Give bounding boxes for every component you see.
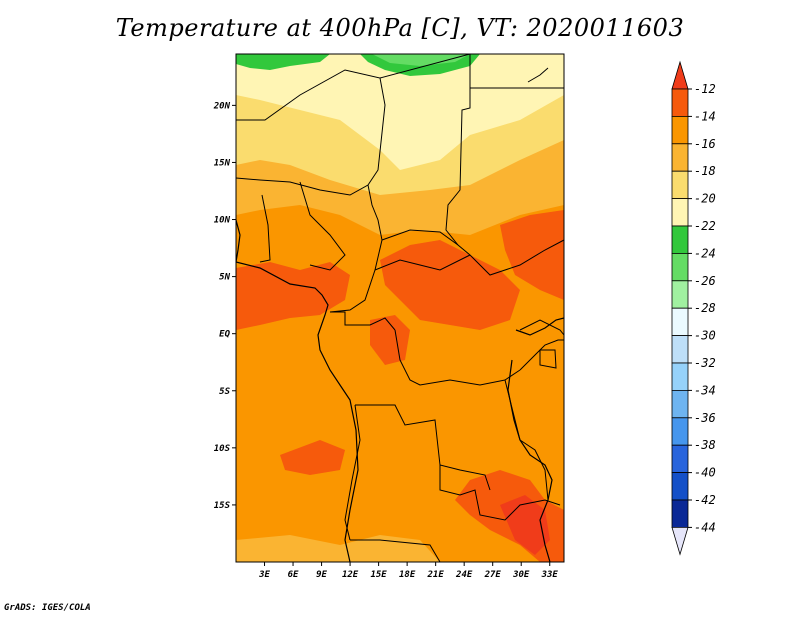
colorbar: -12 -14 -16 -18 -20 -22 -24 -26 -28 -30 -32 -34 -36 -…: [671, 60, 716, 556]
colorbar-label: -28: [694, 301, 716, 315]
latitude-axis: 20N 15N 10N 5N EQ 5S 10S 15S: [213, 101, 236, 511]
grads-credit: GrADS: IGES/COLA: [4, 603, 91, 613]
colorbar-label: -34: [694, 383, 716, 397]
lon-tick-label: 27E: [484, 570, 502, 580]
map-title: Temperature at 400hPa [C], VT: 202001160…: [115, 14, 685, 42]
coastline: [236, 219, 564, 562]
colorbar-label: -22: [694, 219, 716, 233]
map-frame: [235, 53, 565, 563]
colorbar-label: -20: [694, 192, 716, 206]
lat-tick-label: EQ: [219, 330, 230, 340]
colorbar-label: -42: [694, 493, 716, 507]
colorbar-box: [671, 170, 689, 199]
colorbar-box: [671, 417, 689, 446]
lat-tick-label: 20N: [213, 101, 231, 111]
lon-tick-label: 18E: [399, 570, 416, 580]
colorbar-label: -38: [694, 438, 716, 452]
lon-tick-label: 12E: [342, 570, 359, 580]
colorbar-box: [671, 198, 689, 227]
colorbar-box: [671, 362, 689, 391]
longitude-axis: 3E 6E 9E 12E 15E 18E 21E 24E 27E 30E 33E: [258, 562, 558, 580]
lon-tick-label: 30E: [512, 570, 530, 580]
colorbar-label: -26: [694, 274, 716, 288]
lat-tick-label: 5N: [219, 273, 230, 283]
colorbar-box: [671, 116, 689, 145]
country-borders: [236, 54, 564, 562]
colorbar-box: [671, 143, 689, 172]
colorbar-label: -30: [694, 329, 716, 343]
colorbar-box: [671, 499, 689, 528]
colorbar-box: [671, 280, 689, 309]
colorbar-box: [671, 225, 689, 254]
colorbar-label: -12: [694, 82, 716, 96]
lat-tick-label: 10S: [214, 444, 231, 454]
colorbar-box: [671, 389, 689, 419]
lon-tick-label: 6E: [288, 570, 299, 580]
lon-tick-label: 21E: [427, 570, 445, 580]
colorbar-box: [671, 472, 689, 501]
colorbar-label: -16: [694, 137, 716, 151]
temperature-field: [236, 54, 564, 562]
colorbar-box: [671, 444, 689, 474]
colorbar-box: [671, 307, 689, 337]
colorbar-label: -44: [694, 520, 716, 534]
colorbar-bottom-arrow: [671, 527, 689, 556]
colorbar-label: -24: [694, 246, 716, 260]
lon-tick-label: 33E: [541, 570, 559, 580]
colorbar-label: -36: [694, 411, 716, 425]
colorbar-top-arrow: [671, 60, 689, 90]
lat-tick-label: 15N: [214, 158, 231, 168]
colorbar-box: [671, 252, 689, 282]
colorbar-box: [671, 88, 689, 117]
lon-tick-label: 24E: [455, 570, 473, 580]
lon-tick-label: 15E: [370, 570, 387, 580]
colorbar-box: [671, 335, 689, 364]
lon-tick-label: 9E: [316, 570, 327, 580]
lat-tick-label: 15S: [214, 501, 231, 511]
colorbar-label: -14: [694, 109, 716, 123]
lat-tick-label: 10N: [214, 216, 231, 226]
lon-tick-label: 3E: [258, 570, 270, 580]
colorbar-label: -40: [694, 466, 716, 480]
colorbar-label: -32: [694, 356, 716, 370]
lat-tick-label: 5S: [219, 387, 230, 397]
colorbar-label: -18: [694, 164, 716, 178]
